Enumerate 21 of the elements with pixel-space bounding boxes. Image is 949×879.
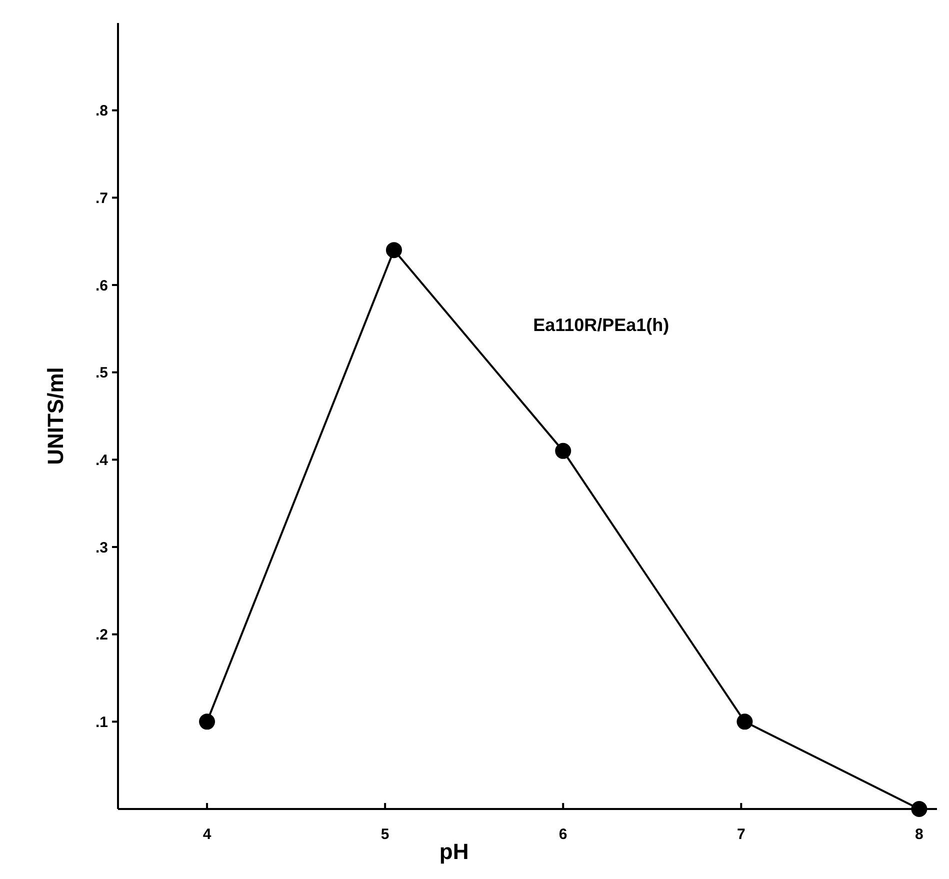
y-axis-title: UNITS/ml: [43, 367, 68, 465]
x-tick-label: 7: [736, 826, 746, 843]
text: Ea110R/PEa1(h): [533, 314, 670, 335]
x-tick-label: 8: [915, 826, 924, 843]
point: [736, 714, 753, 730]
y-tick-label: .7: [95, 190, 108, 207]
x-tick-label: 6: [558, 826, 568, 843]
y-tick-label: .3: [95, 539, 108, 556]
y-tick-label: .2: [95, 626, 108, 644]
point: [555, 442, 572, 459]
y-tick-label: .8: [95, 102, 108, 120]
x-axis-title: pH: [439, 839, 469, 864]
x-tick-label: 5: [380, 826, 390, 843]
point: [386, 242, 402, 258]
y-tick-label: .4: [95, 452, 109, 469]
y-tick-label: .1: [95, 714, 108, 731]
x-tick-label: 4: [202, 826, 212, 843]
point: [911, 801, 928, 817]
y-tick-label: .5: [95, 364, 108, 382]
y-tick-label: .6: [95, 277, 108, 294]
point: [199, 714, 216, 730]
